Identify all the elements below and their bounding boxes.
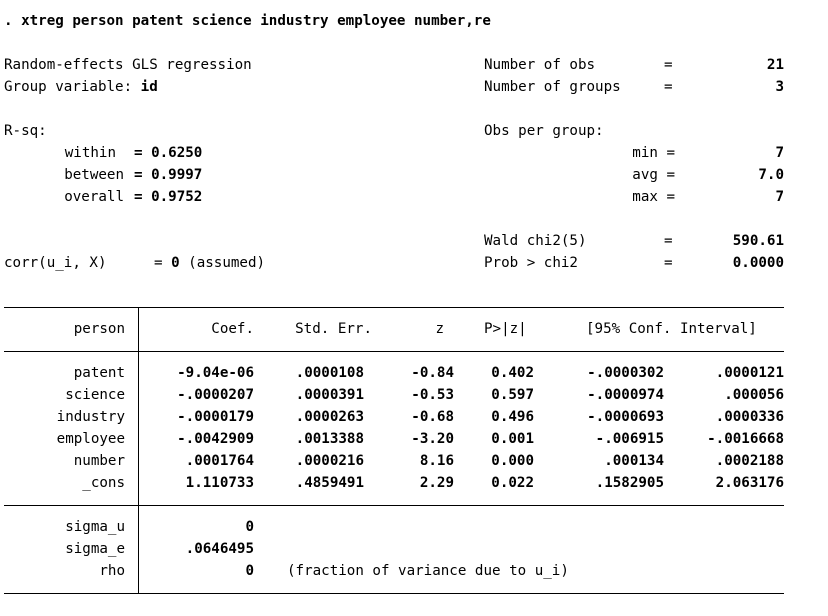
wald-value: 590.61 bbox=[732, 233, 784, 249]
sigma-e-label: sigma_e bbox=[65, 541, 125, 557]
max-label: max = bbox=[632, 189, 675, 205]
avg-label: avg = bbox=[632, 167, 675, 183]
col-coef: Coef. bbox=[211, 321, 254, 337]
ci-low-cell: -.0000974 bbox=[587, 387, 664, 403]
p-cell: 0.496 bbox=[491, 409, 534, 425]
overall-label: overall bbox=[64, 189, 124, 205]
p-cell: 0.402 bbox=[491, 365, 534, 381]
ci-high-cell: .000056 bbox=[724, 387, 784, 403]
between-value: = 0.9997 bbox=[134, 167, 203, 183]
col-z: z bbox=[435, 321, 444, 337]
table-vertical-rule bbox=[138, 307, 139, 593]
corr-label: corr(u_i, X) bbox=[4, 255, 107, 271]
table-header-rule bbox=[4, 351, 784, 352]
ci-low-cell: -.0000302 bbox=[587, 365, 664, 381]
command-line: . xtreg person patent science industry e… bbox=[4, 13, 491, 29]
rsq-label: R-sq: bbox=[4, 123, 47, 139]
se-cell: .0013388 bbox=[295, 431, 364, 447]
ci-low-cell: .000134 bbox=[604, 453, 664, 469]
between-label: between bbox=[64, 167, 124, 183]
avg-value: 7.0 bbox=[758, 167, 784, 183]
prob-value: 0.0000 bbox=[732, 255, 784, 271]
wald-eq: = bbox=[664, 233, 673, 249]
ci-high-cell: 2.063176 bbox=[715, 475, 784, 491]
col-ci: [95% Conf. Interval] bbox=[586, 321, 757, 337]
ngroups-value: 3 bbox=[775, 79, 784, 95]
group-variable-label: Group variable: bbox=[4, 79, 133, 95]
row-label: employee bbox=[56, 431, 125, 447]
group-variable-value: id bbox=[140, 79, 158, 95]
se-cell: .0000263 bbox=[295, 409, 364, 425]
se-cell: .0000391 bbox=[295, 387, 364, 403]
coef-cell: -.0000207 bbox=[177, 387, 254, 403]
z-cell: -0.84 bbox=[411, 365, 454, 381]
depvar-header: person bbox=[73, 321, 125, 337]
row-label: number bbox=[73, 453, 125, 469]
se-cell: .4859491 bbox=[295, 475, 364, 491]
coef-cell: -.0000179 bbox=[177, 409, 254, 425]
p-cell: 0.022 bbox=[491, 475, 534, 491]
ci-low-cell: .1582905 bbox=[595, 475, 664, 491]
se-cell: .0000108 bbox=[295, 365, 364, 381]
within-value: = 0.6250 bbox=[134, 145, 203, 161]
se-cell: .0000216 bbox=[295, 453, 364, 469]
within-label: within bbox=[64, 145, 116, 161]
z-cell: 8.16 bbox=[419, 453, 454, 469]
overall-value: = 0.9752 bbox=[134, 189, 203, 205]
prob-label: Prob > chi2 bbox=[484, 255, 578, 271]
p-cell: 0.000 bbox=[491, 453, 534, 469]
rho-label: rho bbox=[99, 563, 125, 579]
max-value: 7 bbox=[775, 189, 784, 205]
table-mid-rule bbox=[4, 505, 784, 506]
prob-eq: = bbox=[664, 255, 673, 271]
ci-high-cell: .0000121 bbox=[715, 365, 784, 381]
rho-note: (fraction of variance due to u_i) bbox=[287, 563, 569, 579]
row-label: science bbox=[65, 387, 125, 403]
p-cell: 0.001 bbox=[491, 431, 534, 447]
row-label: _cons bbox=[82, 475, 125, 491]
z-cell: 2.29 bbox=[419, 475, 454, 491]
obs-per-group-label: Obs per group: bbox=[484, 123, 604, 139]
z-cell: -0.68 bbox=[411, 409, 454, 425]
corr-note: (assumed) bbox=[179, 255, 266, 271]
nobs-eq: = bbox=[664, 57, 673, 73]
sigma-e-value: .0646495 bbox=[185, 541, 254, 557]
min-label: min = bbox=[632, 145, 675, 161]
ci-high-cell: -.0016668 bbox=[707, 431, 784, 447]
z-cell: -3.20 bbox=[411, 431, 454, 447]
p-cell: 0.597 bbox=[491, 387, 534, 403]
model-title: Random-effects GLS regression bbox=[4, 57, 252, 73]
rho-value: 0 bbox=[245, 563, 254, 579]
nobs-value: 21 bbox=[766, 57, 784, 73]
coef-cell: .0001764 bbox=[185, 453, 254, 469]
z-cell: -0.53 bbox=[411, 387, 454, 403]
ci-low-cell: -.0000693 bbox=[587, 409, 664, 425]
ci-low-cell: -.006915 bbox=[595, 431, 664, 447]
col-p: P>|z| bbox=[484, 321, 527, 337]
group-variable-line: Group variable: id bbox=[4, 78, 158, 96]
sigma-u-value: 0 bbox=[245, 519, 254, 535]
ngroups-eq: = bbox=[664, 79, 673, 95]
nobs-label: Number of obs bbox=[484, 57, 596, 73]
coef-cell: -9.04e-06 bbox=[177, 365, 254, 381]
corr-eq: = bbox=[154, 255, 172, 271]
ci-high-cell: .0000336 bbox=[715, 409, 784, 425]
coef-cell: 1.110733 bbox=[185, 475, 254, 491]
table-top-rule bbox=[4, 307, 784, 308]
corr-value: 0 bbox=[171, 255, 180, 271]
col-stderr: Std. Err. bbox=[295, 321, 372, 337]
sigma-u-label: sigma_u bbox=[65, 519, 125, 535]
corr-line: = 0 (assumed) bbox=[154, 254, 265, 272]
ngroups-label: Number of groups bbox=[484, 79, 621, 95]
row-label: patent bbox=[73, 365, 125, 381]
coef-cell: -.0042909 bbox=[177, 431, 254, 447]
min-value: 7 bbox=[775, 145, 784, 161]
row-label: industry bbox=[56, 409, 125, 425]
wald-label: Wald chi2(5) bbox=[484, 233, 587, 249]
table-bottom-rule bbox=[4, 593, 784, 594]
ci-high-cell: .0002188 bbox=[715, 453, 784, 469]
